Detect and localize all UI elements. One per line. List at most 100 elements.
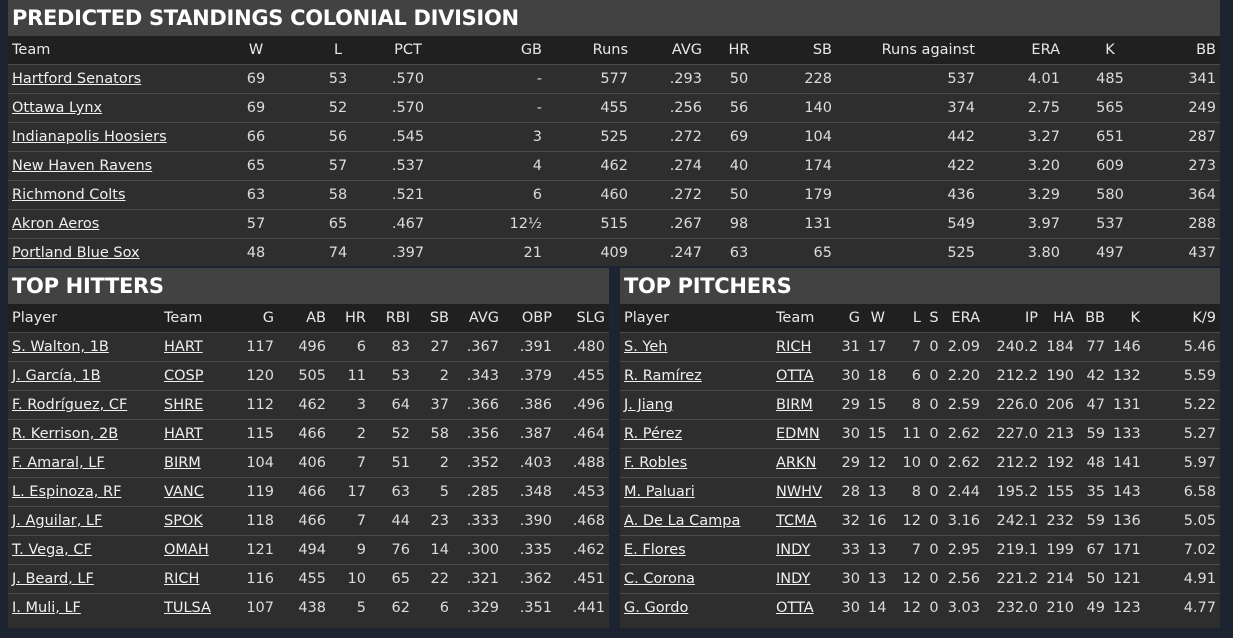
- pitchers-k-cell: 132: [1109, 361, 1144, 391]
- pitchers-player-link[interactable]: M. Paluari: [624, 484, 695, 500]
- standings-header-row: Team W L PCT GB Runs AVG HR SB Runs against ERA K BB: [8, 36, 1220, 65]
- standings-col-team[interactable]: Team: [8, 36, 208, 65]
- standings-team-link[interactable]: Akron Aeros: [12, 216, 100, 232]
- hitters-team-cell: HART: [160, 332, 230, 362]
- hitters-g-cell: 104: [230, 448, 278, 478]
- hitters-team-link[interactable]: TULSA: [164, 600, 211, 616]
- standings-team-link[interactable]: Portland Blue Sox: [12, 245, 140, 261]
- hitters-col-avg[interactable]: AVG: [453, 304, 503, 333]
- hitters-col-sb[interactable]: SB: [414, 304, 453, 333]
- hitters-player-link[interactable]: J. Aguilar, LF: [12, 513, 103, 529]
- pitchers-col-s[interactable]: S: [925, 304, 943, 333]
- hitters-team-link[interactable]: HART: [164, 426, 203, 442]
- hitters-player-link[interactable]: J. Beard, LF: [12, 571, 94, 587]
- pitchers-team-link[interactable]: ARKN: [776, 455, 817, 471]
- pitchers-col-k[interactable]: K: [1109, 304, 1144, 333]
- pitchers-ha-cell: 184: [1042, 332, 1078, 362]
- hitters-rbi-cell: 63: [370, 477, 414, 507]
- standings-col-w[interactable]: W: [208, 36, 304, 65]
- hitters-sb-cell: 6: [414, 593, 453, 622]
- hitters-player-link[interactable]: J. García, 1B: [12, 368, 101, 384]
- pitchers-col-g[interactable]: G: [822, 304, 864, 333]
- pitchers-team-link[interactable]: INDY: [776, 571, 811, 587]
- pitchers-col-w[interactable]: W: [864, 304, 889, 333]
- pitchers-team-link[interactable]: NWHV: [776, 484, 822, 500]
- standings-team-link[interactable]: New Haven Ravens: [12, 158, 153, 174]
- pitchers-player-link[interactable]: S. Yeh: [624, 339, 668, 355]
- hitters-player-link[interactable]: R. Kerrison, 2B: [12, 426, 119, 442]
- standings-team-link[interactable]: Hartford Senators: [12, 71, 142, 87]
- pitchers-player-link[interactable]: E. Flores: [624, 542, 686, 558]
- pitchers-col-ha[interactable]: HA: [1042, 304, 1078, 333]
- pitchers-team-link[interactable]: EDMN: [776, 426, 820, 442]
- hitters-team-link[interactable]: OMAH: [164, 542, 209, 558]
- standings-team-link[interactable]: Richmond Colts: [12, 187, 126, 203]
- hitters-col-hr[interactable]: HR: [330, 304, 370, 333]
- hitters-team-link[interactable]: VANC: [164, 484, 204, 500]
- pitchers-col-k-per-9[interactable]: K/9: [1144, 304, 1220, 333]
- standings-col-gb[interactable]: GB: [444, 36, 546, 65]
- pitchers-team-link[interactable]: RICH: [776, 339, 812, 355]
- pitchers-player-cell: C. Corona: [620, 564, 772, 594]
- hitters-player-link[interactable]: I. Muli, LF: [12, 600, 81, 616]
- hitters-team-link[interactable]: COSP: [164, 368, 204, 384]
- pitchers-ip-cell: 212.2: [984, 448, 1042, 478]
- hitters-col-player[interactable]: Player: [8, 304, 160, 333]
- pitchers-team-link[interactable]: INDY: [776, 542, 811, 558]
- hitters-col-ab[interactable]: AB: [278, 304, 330, 333]
- pitchers-team-link[interactable]: BIRM: [776, 397, 813, 413]
- pitchers-col-era[interactable]: ERA: [943, 304, 984, 333]
- standings-col-l[interactable]: L: [304, 36, 372, 65]
- pitchers-col-ip[interactable]: IP: [984, 304, 1042, 333]
- hitters-col-g[interactable]: G: [230, 304, 278, 333]
- pitchers-player-link[interactable]: G. Gordo: [624, 600, 689, 616]
- standings-col-runs[interactable]: Runs: [546, 36, 632, 65]
- pitchers-col-team[interactable]: Team: [772, 304, 822, 333]
- hitters-player-cell: I. Muli, LF: [8, 593, 160, 622]
- hitters-player-link[interactable]: T. Vega, CF: [12, 542, 92, 558]
- standings-pct-cell: .570: [372, 93, 444, 123]
- standings-col-sb[interactable]: SB: [772, 36, 836, 65]
- pitchers-player-link[interactable]: R. Ramírez: [624, 368, 702, 384]
- hitters-player-link[interactable]: S. Walton, 1B: [12, 339, 109, 355]
- standings-col-hr[interactable]: HR: [706, 36, 772, 65]
- pitchers-player-link[interactable]: A. De La Campa: [624, 513, 741, 529]
- hitters-header-row: Player Team G AB HR RBI SB AVG OBP SLG: [8, 304, 609, 333]
- pitchers-team-link[interactable]: OTTA: [776, 600, 814, 616]
- hitters-obp-cell: .386: [503, 390, 556, 420]
- standings-team-link[interactable]: Ottawa Lynx: [12, 100, 103, 116]
- pitchers-col-bb[interactable]: BB: [1078, 304, 1109, 333]
- hitters-player-link[interactable]: L. Espinoza, RF: [12, 484, 122, 500]
- hitters-col-team[interactable]: Team: [160, 304, 230, 333]
- hitters-rbi-cell: 51: [370, 448, 414, 478]
- hitters-team-link[interactable]: SHRE: [164, 397, 204, 413]
- hitters-col-obp[interactable]: OBP: [503, 304, 556, 333]
- standings-col-bb[interactable]: BB: [1156, 36, 1220, 65]
- hitters-player-link[interactable]: F. Amaral, LF: [12, 455, 105, 471]
- hitters-team-link[interactable]: HART: [164, 339, 203, 355]
- pitchers-player-link[interactable]: R. Pérez: [624, 426, 683, 442]
- hitters-team-link[interactable]: RICH: [164, 571, 200, 587]
- standings-gb-cell: 21: [444, 238, 546, 267]
- hitters-obp-cell: .391: [503, 332, 556, 362]
- hitters-col-slg[interactable]: SLG: [556, 304, 609, 333]
- hitters-sb-cell: 58: [414, 419, 453, 449]
- hitters-team-link[interactable]: SPOK: [164, 513, 203, 529]
- hitters-team-link[interactable]: BIRM: [164, 455, 201, 471]
- standings-era-cell: 3.27: [979, 122, 1064, 152]
- pitchers-team-link[interactable]: TCMA: [776, 513, 817, 529]
- standings-col-era[interactable]: ERA: [979, 36, 1064, 65]
- standings-col-runs-against[interactable]: Runs against: [836, 36, 979, 65]
- pitchers-col-l[interactable]: L: [889, 304, 925, 333]
- pitchers-player-link[interactable]: F. Robles: [624, 455, 688, 471]
- pitchers-player-link[interactable]: J. Jiang: [624, 397, 674, 413]
- standings-col-k[interactable]: K: [1064, 36, 1156, 65]
- standings-col-pct[interactable]: PCT: [372, 36, 444, 65]
- pitchers-team-link[interactable]: OTTA: [776, 368, 814, 384]
- pitchers-player-link[interactable]: C. Corona: [624, 571, 695, 587]
- pitchers-col-player[interactable]: Player: [620, 304, 772, 333]
- hitters-player-link[interactable]: F. Rodríguez, CF: [12, 397, 128, 413]
- standings-col-avg[interactable]: AVG: [632, 36, 706, 65]
- standings-team-link[interactable]: Indianapolis Hoosiers: [12, 129, 167, 145]
- hitters-col-rbi[interactable]: RBI: [370, 304, 414, 333]
